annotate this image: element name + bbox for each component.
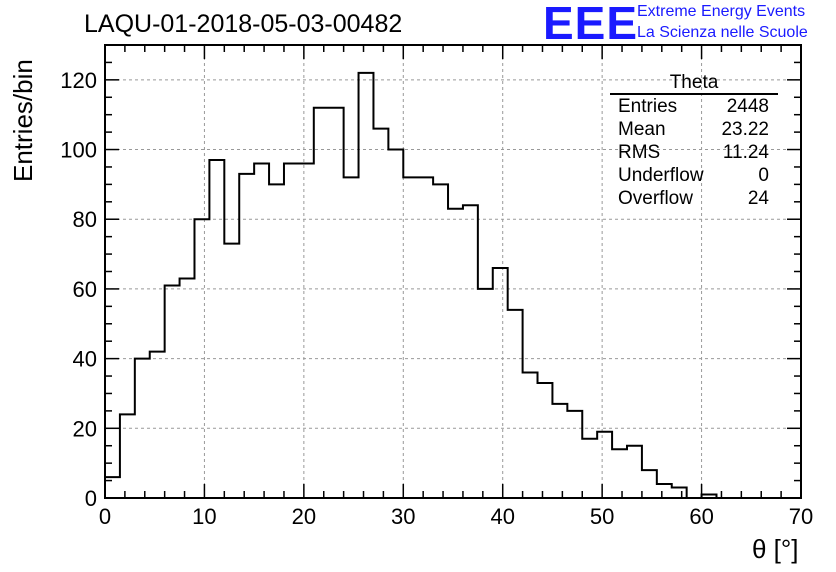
stats-label: Entries (618, 96, 678, 117)
stats-row-overflow: Overflow 24 (610, 187, 778, 210)
y-tick-labels: 0 20 40 60 80 100 120 (60, 68, 97, 511)
x-tick-label: 0 (99, 504, 111, 529)
stats-value: 0 (758, 165, 769, 186)
stats-row-entries: Entries 2448 (610, 95, 778, 118)
grid-lines (105, 45, 801, 498)
y-axis-label-box: Entries/bin (6, 59, 46, 210)
stats-box: Theta Entries 2448 Mean 23.22 RMS 11.24 … (610, 73, 778, 210)
x-tick-label: 70 (789, 504, 813, 529)
y-tick-label: 100 (60, 138, 97, 163)
x-tick-label: 20 (292, 504, 316, 529)
histogram-line (105, 71, 792, 499)
stats-row-mean: Mean 23.22 (610, 118, 778, 141)
stats-label: RMS (618, 142, 661, 163)
stats-label: Mean (618, 119, 666, 140)
org-name-line2: La Scienza nelle Scuole (637, 24, 808, 41)
y-tick-label: 120 (60, 68, 97, 93)
org-name-line1: Extreme Energy Events (637, 3, 806, 20)
y-tick-label: 60 (73, 277, 97, 302)
x-tick-labels: 0 10 20 30 40 50 60 70 (99, 504, 813, 529)
x-tick-label: 30 (391, 504, 415, 529)
x-tick-label: 50 (590, 504, 614, 529)
stats-label: Underflow (618, 165, 704, 186)
stats-value: 2448 (726, 96, 769, 117)
x-tick-label: 60 (689, 504, 713, 529)
y-axis-label: Entries/bin (8, 59, 38, 182)
chart-title: LAQU-01-2018-05-03-00482 (84, 10, 403, 38)
y-tick-label: 0 (85, 486, 97, 511)
x-tick-label: 40 (490, 504, 514, 529)
stats-row-underflow: Underflow 0 (610, 164, 778, 187)
stats-label: Overflow (618, 188, 693, 209)
stats-value: 23.22 (721, 119, 769, 140)
stats-value: 24 (747, 188, 769, 209)
y-tick-label: 20 (73, 416, 97, 441)
eee-logo: EEE (543, 0, 639, 49)
x-axis-label: θ [°] (752, 534, 799, 564)
stats-title: Theta (610, 73, 778, 95)
x-tick-label: 10 (192, 504, 216, 529)
y-tick-label: 40 (73, 347, 97, 372)
plot-frame (104, 44, 802, 499)
stats-row-rms: RMS 11.24 (610, 141, 778, 164)
stats-value: 11.24 (722, 142, 769, 163)
y-tick-label: 80 (73, 207, 97, 232)
